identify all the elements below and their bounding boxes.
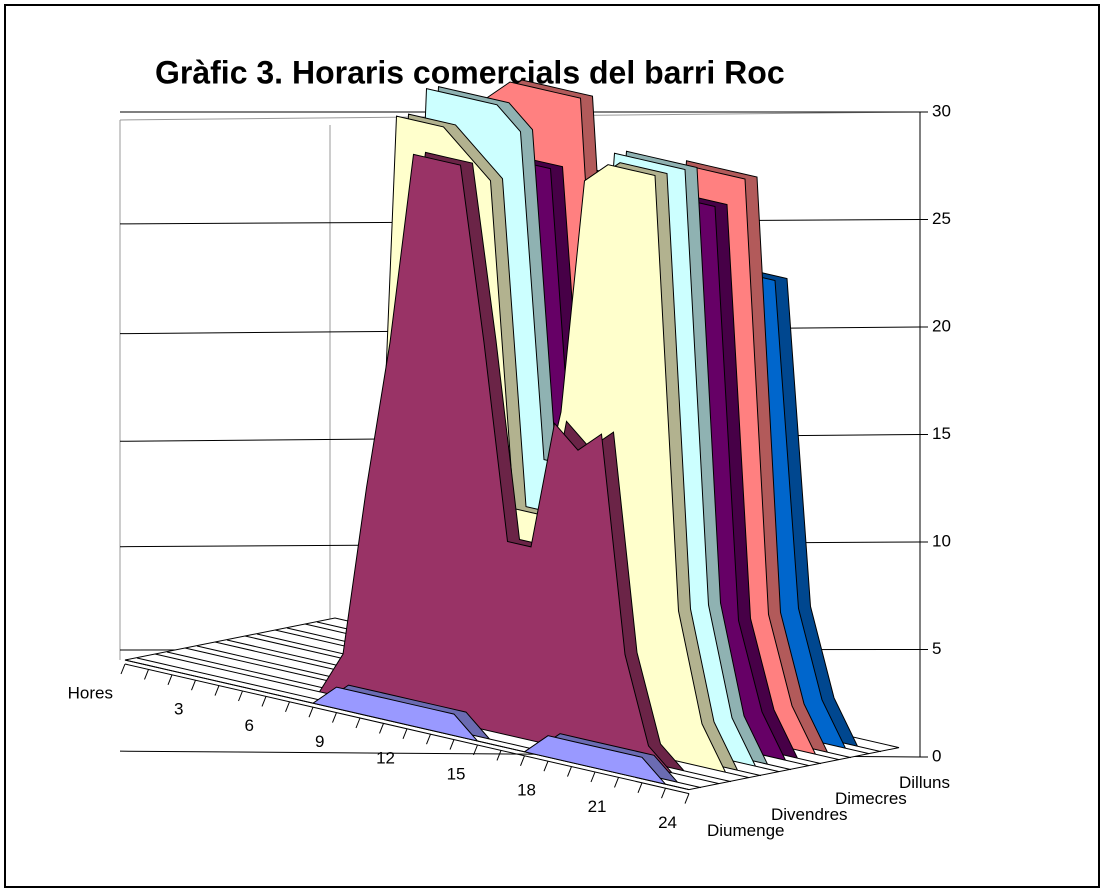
- x-tick: [214, 685, 220, 696]
- x-tick-label: 24: [658, 813, 677, 832]
- x-tick: [520, 755, 525, 766]
- x-tick-label: 18: [517, 781, 536, 800]
- x-tick: [567, 766, 572, 777]
- x-tick: [355, 717, 361, 729]
- x-tick: [496, 750, 502, 761]
- area: [154, 153, 720, 785]
- x-tick: [449, 739, 455, 750]
- x-tick-label: 3: [174, 700, 183, 719]
- x-tick: [402, 728, 408, 739]
- x-tick: [191, 680, 196, 691]
- chart-title: Gràfic 3. Horaris comercials del barri R…: [155, 54, 785, 90]
- y-tick-label: 25: [932, 209, 951, 228]
- y-tick-label: 20: [932, 316, 951, 335]
- series-label: Dilluns: [899, 773, 950, 792]
- x-tick: [543, 761, 549, 772]
- series-label: Divendres: [771, 805, 848, 824]
- y-tick-label: 5: [932, 639, 941, 658]
- x-tick: [614, 777, 619, 788]
- x-tick-label: 15: [447, 764, 466, 783]
- x-tick: [308, 707, 314, 718]
- series-label: Dimecres: [835, 789, 907, 808]
- x-tick: [590, 771, 596, 783]
- x-tick: [332, 712, 337, 723]
- y-tick-label: 0: [932, 746, 941, 765]
- x-tick: [379, 723, 384, 734]
- x-tick-label: 21: [588, 797, 607, 816]
- area: [124, 659, 690, 791]
- x-tick: [167, 674, 173, 685]
- x-tick-label: 6: [245, 716, 254, 735]
- x-tick-label: Hores: [68, 683, 113, 702]
- y-tick-label: 10: [932, 531, 951, 550]
- x-tick: [144, 669, 149, 680]
- x-tick-label: 12: [376, 748, 395, 767]
- x-tick: [238, 690, 243, 702]
- x-tick: [684, 793, 690, 804]
- x-tick: [285, 701, 290, 712]
- x-tick: [473, 744, 478, 756]
- x-tick: [637, 782, 643, 793]
- series-label: Diumenge: [707, 821, 785, 840]
- x-tick: [261, 696, 267, 707]
- y-tick-label: 15: [932, 424, 951, 443]
- y-tick-label: 30: [932, 101, 951, 120]
- x-tick: [120, 663, 126, 675]
- x-tick-label: 9: [315, 732, 324, 751]
- x-tick: [661, 788, 666, 799]
- x-tick: [426, 734, 431, 745]
